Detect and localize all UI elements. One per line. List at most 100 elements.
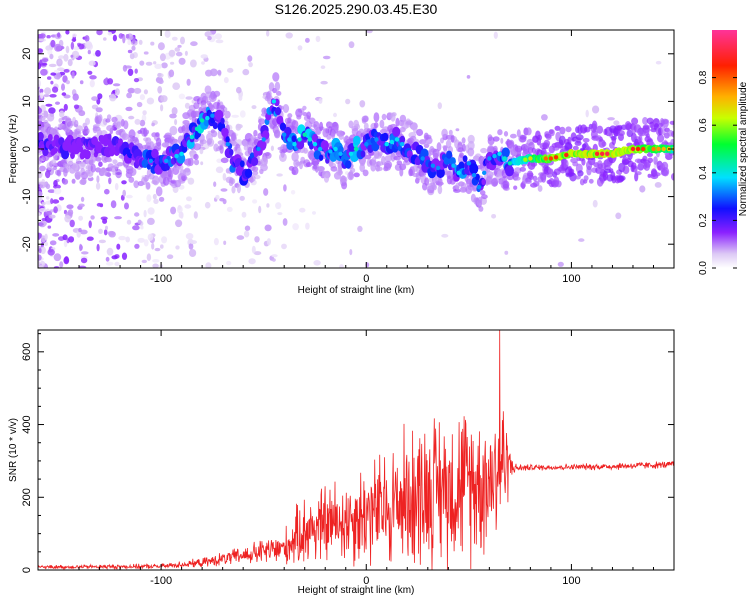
heatmap-cell: [459, 152, 464, 158]
heatmap-cell: [285, 32, 293, 39]
heatmap-cell: [124, 202, 129, 210]
heatmap-cell: [545, 133, 552, 140]
heatmap-cell: [170, 206, 177, 215]
heatmap-cell: [158, 79, 164, 85]
heatmap-cell: [312, 142, 318, 147]
heatmap-cell: [381, 113, 387, 121]
heatmap-cell: [164, 30, 171, 38]
heatmap-cell: [177, 44, 182, 48]
heatmap-cell: [653, 156, 658, 165]
heatmap-cell: [63, 240, 68, 248]
heatmap-cell: [63, 115, 68, 120]
heatmap-cell: [215, 147, 220, 152]
heatmap-cell: [302, 112, 308, 116]
heatmap-cell: [333, 112, 337, 118]
heatmap-cell: [432, 152, 439, 160]
heatmap-cell: [174, 119, 178, 126]
heatmap-cell: [139, 60, 145, 66]
heatmap-cell: [231, 185, 236, 194]
heatmap-cell: [574, 140, 582, 146]
heatmap-cell: [436, 181, 444, 186]
heatmap-cell: [204, 201, 211, 209]
heatmap-cell: [394, 137, 400, 142]
y-tick-label: 0: [21, 146, 33, 152]
heatmap-cell: [46, 35, 51, 39]
heatmap-cell: [477, 196, 483, 203]
heatmap-cell: [112, 34, 117, 42]
heatmap-cell: [63, 53, 69, 62]
heatmap-cell: [220, 117, 225, 124]
heatmap-cell: [338, 151, 343, 156]
heatmap-cell: [175, 51, 183, 57]
heatmap-cell: [558, 135, 566, 146]
heatmap-cell: [366, 30, 373, 34]
heatmap-cell: [45, 211, 53, 216]
heatmap-cell: [81, 251, 89, 255]
heatmap-cell: [147, 233, 154, 241]
heatmap-cell: [108, 177, 112, 185]
heatmap-cell: [133, 78, 140, 83]
heatmap-cell: [596, 125, 604, 134]
heatmap-cell: [62, 178, 69, 185]
heatmap-cell: [146, 194, 152, 203]
heatmap-cell: [39, 33, 46, 39]
heatmap-cell: [638, 135, 643, 143]
heatmap-cell: [65, 30, 70, 35]
heatmap-cell: [261, 137, 266, 142]
heatmap-cell: [72, 33, 77, 38]
heatmap-cell: [502, 180, 510, 189]
heatmap-cell: [213, 90, 221, 97]
heatmap-cell: [306, 111, 312, 120]
heatmap-cell: [559, 126, 566, 135]
heatmap-cell: [266, 238, 271, 246]
heatmap-cell: [228, 179, 234, 187]
heatmap-cell: [103, 229, 108, 236]
heatmap-cell: [519, 166, 526, 172]
heatmap-cell: [223, 240, 227, 245]
heatmap-cell: [158, 196, 165, 202]
heatmap-cell: [231, 132, 236, 142]
heatmap-cell: [282, 132, 287, 137]
heatmap-cell: [239, 160, 245, 168]
heatmap-cell: [53, 126, 59, 136]
heatmap-cell: [215, 166, 224, 174]
heatmap-cell: [145, 61, 153, 66]
heatmap-cell: [607, 117, 615, 121]
heatmap-cell: [242, 68, 250, 76]
heatmap-cell: [258, 118, 266, 125]
heatmap-cell: [64, 256, 69, 264]
heatmap-cell: [479, 190, 486, 196]
heatmap-cell: [569, 172, 577, 182]
y-tick-label: 10: [21, 95, 33, 107]
heatmap-cell: [392, 126, 401, 137]
heatmap-cell: [338, 130, 344, 140]
heatmap-cell: [460, 182, 467, 192]
heatmap-cell: [224, 110, 231, 119]
heatmap-cell: [80, 196, 85, 202]
heatmap-cell: [188, 243, 194, 250]
heatmap-cell: [631, 165, 638, 173]
heatmap-cell: [141, 176, 148, 186]
heatmap-cell: [139, 94, 145, 101]
heatmap-cell: [510, 133, 517, 139]
heatmap-cell: [258, 205, 262, 214]
heatmap-cell: [239, 195, 245, 201]
heatmap-cell: [125, 34, 130, 39]
heatmap-cell: [653, 172, 661, 177]
heatmap-cell: [328, 149, 333, 154]
heatmap-cell: [47, 248, 55, 256]
heatmap-cell: [129, 53, 135, 60]
heatmap-cell: [274, 81, 281, 92]
heatmap-cell: [96, 175, 100, 183]
heatmap-cell: [264, 152, 270, 157]
heatmap-cell: [601, 141, 607, 147]
heatmap-cell: [72, 162, 79, 172]
heatmap-cell: [462, 155, 468, 163]
heatmap-cell: [50, 80, 54, 85]
heatmap-cell: [160, 104, 164, 112]
heatmap-cell: [187, 157, 194, 167]
heatmap-cell: [252, 199, 258, 204]
heatmap-cell: [193, 153, 199, 160]
heatmap-cell: [456, 170, 461, 175]
heatmap-cell: [497, 129, 503, 136]
